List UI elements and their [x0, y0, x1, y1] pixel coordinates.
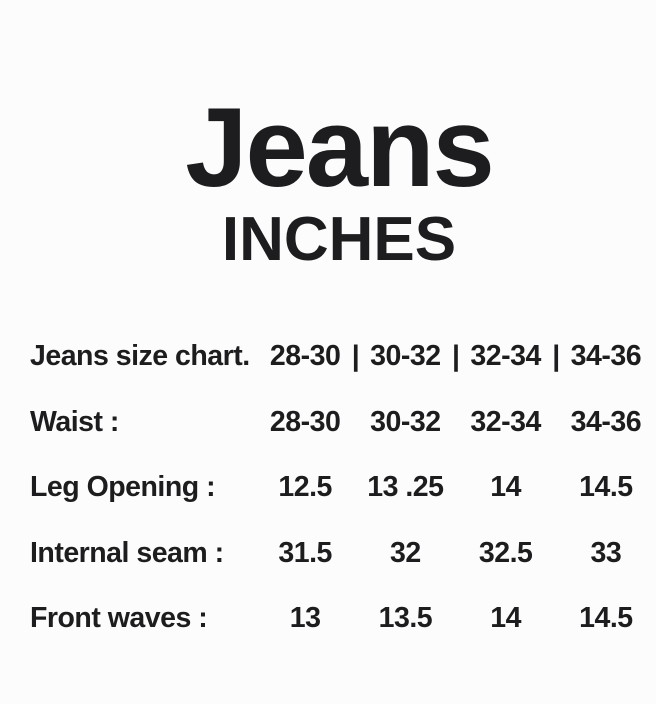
- table-cell: 14: [456, 471, 556, 504]
- table-cell: 34-36: [556, 340, 656, 373]
- row-label: Jeans size chart.: [30, 340, 250, 373]
- table-cell: 33: [556, 537, 656, 570]
- table-cell: 12.5: [255, 471, 355, 504]
- table-cell: 14.5: [556, 471, 656, 504]
- table-row-leg-opening: Leg Opening : 12.5 13 .25 14 14.5: [0, 455, 656, 521]
- size-value: 32: [390, 536, 421, 569]
- size-range-value: 34-36: [570, 340, 642, 373]
- table-cell: 32-34: [456, 406, 556, 439]
- size-value: 13 .25: [367, 471, 444, 504]
- size-range-value: 30-32: [370, 340, 441, 373]
- size-value: 13: [289, 602, 321, 635]
- size-range-value: 32-34: [470, 340, 541, 373]
- table-cell: 14: [456, 602, 556, 635]
- column-separator: |: [452, 340, 460, 373]
- table-cell: 14.5: [556, 602, 656, 635]
- size-value: 14.5: [579, 471, 633, 504]
- table-cell: 30-32 |: [355, 340, 460, 373]
- table-row-header: Jeans size chart. 28-30 | 30-32 | 32-34 …: [0, 324, 656, 390]
- row-label: Front waves :: [30, 602, 208, 635]
- table-cell: 31.5: [255, 537, 355, 570]
- row-label: Waist :: [30, 405, 119, 438]
- size-value: 12.5: [278, 471, 332, 504]
- table-row-internal-seam: Internal seam : 31.5 32 32.5 33: [0, 521, 656, 587]
- size-value: 28-30: [269, 405, 341, 438]
- size-value: 30-32: [370, 405, 441, 438]
- size-value: 32.5: [478, 536, 533, 569]
- table-cell: 34-36: [556, 406, 656, 439]
- table-cell: 32: [355, 537, 455, 570]
- row-label: Leg Opening :: [30, 471, 216, 504]
- table-cell: 32-34 |: [456, 340, 560, 373]
- table-cell: 13: [255, 602, 355, 635]
- table-cell: 28-30 |: [255, 340, 360, 373]
- size-value: 14: [490, 602, 521, 635]
- table-cell: 13.5: [355, 602, 455, 635]
- size-value: 33: [590, 536, 622, 569]
- size-value: 34-36: [570, 405, 642, 438]
- page-subtitle: INCHES: [221, 205, 457, 274]
- column-separator: |: [552, 340, 560, 373]
- size-value: 31.5: [278, 536, 332, 569]
- table-cell: 13 .25: [355, 471, 455, 504]
- table-cell: 30-32: [355, 406, 455, 439]
- table-row-front-waves: Front waves : 13 13.5 14 14.5: [0, 586, 656, 652]
- size-value: 32-34: [470, 405, 541, 438]
- page-title: Jeans: [185, 85, 495, 210]
- table-row-waist: Waist : 28-30 30-32 32-34 34-36: [0, 390, 656, 456]
- size-table: Jeans size chart. 28-30 | 30-32 | 32-34 …: [0, 324, 656, 652]
- table-cell: 32.5: [456, 537, 556, 570]
- size-value: 14.5: [579, 602, 633, 635]
- size-value: 14: [490, 471, 521, 504]
- size-value: 13.5: [378, 602, 433, 635]
- row-label: Internal seam :: [30, 536, 224, 569]
- column-separator: |: [351, 340, 360, 373]
- table-cell: 28-30: [255, 406, 355, 439]
- size-range-value: 28-30: [269, 340, 341, 373]
